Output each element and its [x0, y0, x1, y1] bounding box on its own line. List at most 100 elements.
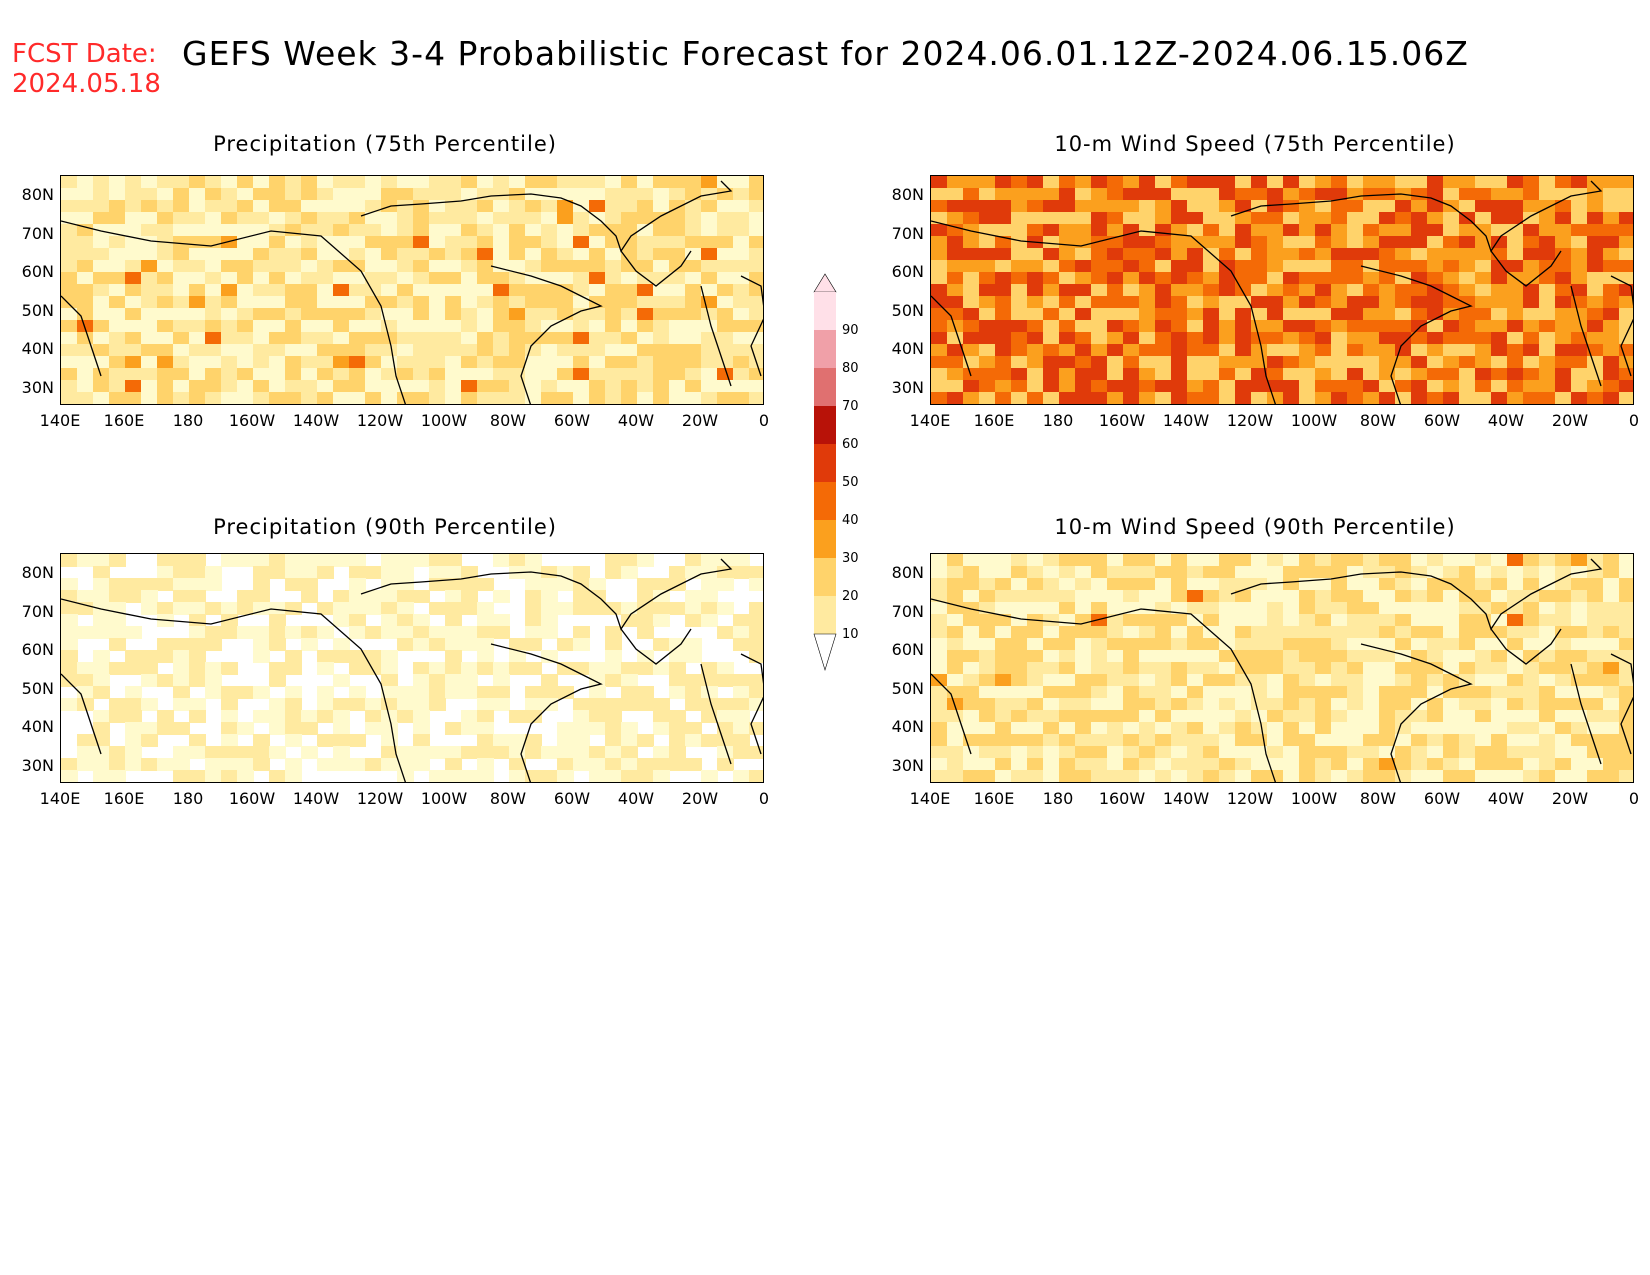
forecast-cell: [285, 344, 302, 357]
forecast-cell: [1283, 212, 1300, 225]
forecast-cell: [1091, 200, 1108, 213]
forecast-cell: [1251, 356, 1268, 369]
forecast-cell: [1475, 176, 1492, 189]
forecast-cell: [205, 344, 222, 357]
forecast-cell: [621, 368, 638, 381]
forecast-cell: [1011, 614, 1028, 627]
forecast-cell: [1267, 260, 1284, 273]
forecast-cell: [701, 296, 718, 309]
forecast-cell: [333, 614, 350, 627]
forecast-cell: [1379, 590, 1396, 603]
forecast-cell: [1411, 404, 1428, 405]
forecast-cell: [1187, 770, 1204, 782]
forecast-cell: [1491, 284, 1508, 297]
forecast-cell: [1171, 248, 1188, 261]
forecast-cell: [1587, 626, 1604, 639]
forecast-cell: [429, 188, 446, 201]
forecast-cell: [1091, 260, 1108, 273]
forecast-cell: [963, 782, 980, 783]
forecast-cell: [221, 770, 238, 782]
forecast-cell: [1043, 380, 1060, 393]
forecast-cell: [445, 224, 462, 237]
forecast-cell: [1347, 758, 1364, 771]
forecast-cell: [995, 356, 1012, 369]
forecast-cell: [979, 284, 996, 297]
forecast-cell: [621, 284, 638, 297]
forecast-cell: [1043, 782, 1060, 783]
forecast-cell: [1299, 404, 1316, 405]
forecast-cell: [1523, 188, 1540, 201]
forecast-cell: [979, 356, 996, 369]
forecast-cell: [1363, 272, 1380, 285]
forecast-cell: [1507, 260, 1524, 273]
forecast-cell: [947, 626, 964, 639]
forecast-cell: [653, 356, 670, 369]
forecast-cell: [1379, 626, 1396, 639]
forecast-cell: [1267, 368, 1284, 381]
forecast-cell: [1331, 236, 1348, 249]
forecast-cell: [173, 392, 190, 404]
forecast-cell: [1539, 782, 1556, 783]
forecast-cell: [1187, 554, 1204, 567]
forecast-cell: [1299, 602, 1316, 615]
forecast-cell: [1011, 236, 1028, 249]
forecast-cell: [1619, 248, 1633, 261]
forecast-cell: [1363, 770, 1380, 782]
forecast-cell: [157, 272, 174, 285]
forecast-cell: [1219, 554, 1236, 567]
forecast-cell: [1555, 626, 1572, 639]
forecast-cell: [1619, 260, 1633, 273]
forecast-cell: [525, 380, 542, 393]
forecast-cell: [653, 368, 670, 381]
lon-tick-label: 0: [1628, 411, 1640, 430]
forecast-cell: [317, 320, 334, 333]
forecast-cell: [1123, 758, 1140, 771]
forecast-cell: [733, 296, 750, 309]
forecast-cell: [317, 212, 334, 225]
forecast-cell: [605, 332, 622, 345]
forecast-cell: [1123, 638, 1140, 651]
forecast-cell: [1171, 554, 1188, 567]
forecast-cell: [685, 308, 702, 321]
forecast-cell: [173, 698, 190, 711]
forecast-cell: [1283, 758, 1300, 771]
forecast-cell: [733, 260, 750, 273]
forecast-cell: [93, 722, 110, 735]
forecast-cell: [109, 554, 126, 567]
forecast-cell: [1539, 614, 1556, 627]
forecast-cell: [1331, 638, 1348, 651]
forecast-cell: [125, 404, 142, 405]
forecast-cell: [1155, 722, 1172, 735]
forecast-cell: [1299, 368, 1316, 381]
forecast-cell: [1427, 758, 1444, 771]
forecast-cell: [1043, 590, 1060, 603]
forecast-cell: [1139, 284, 1156, 297]
forecast-cell: [205, 236, 222, 249]
forecast-cell: [931, 698, 948, 711]
forecast-cell: [1459, 758, 1476, 771]
forecast-cell: [621, 308, 638, 321]
forecast-cell: [1523, 614, 1540, 627]
forecast-cell: [1427, 308, 1444, 321]
forecast-cell: [947, 176, 964, 189]
forecast-cell: [365, 758, 382, 771]
forecast-cell: [1299, 296, 1316, 309]
forecast-cell: [749, 224, 763, 237]
forecast-cell: [963, 638, 980, 651]
forecast-cell: [1283, 782, 1300, 783]
forecast-cell: [1043, 566, 1060, 579]
forecast-cell: [461, 392, 478, 404]
forecast-cell: [493, 380, 510, 393]
forecast-cell: [493, 662, 510, 675]
coastline: [931, 295, 972, 377]
forecast-cell: [1571, 602, 1588, 615]
forecast-cell: [1555, 200, 1572, 213]
forecast-cell: [1555, 590, 1572, 603]
forecast-cell: [1091, 722, 1108, 735]
forecast-cell: [963, 404, 980, 405]
forecast-cell: [1587, 188, 1604, 201]
coastline: [931, 598, 1277, 782]
forecast-cell: [1331, 614, 1348, 627]
lon-tick-label: 160W: [1098, 789, 1146, 808]
forecast-cell: [141, 284, 158, 297]
